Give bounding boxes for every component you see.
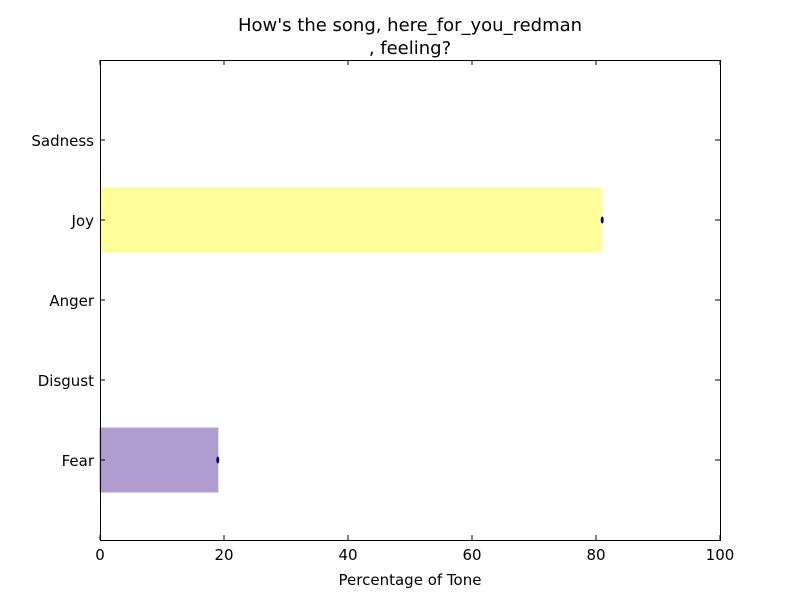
chart-title-line-1: How's the song, here_for_you_redman [238, 15, 582, 36]
x-tick-label: 100 [706, 546, 735, 564]
error-markers-group [216, 216, 604, 464]
y-tick-label-fear: Fear [62, 452, 95, 470]
x-tick-label: 20 [214, 546, 233, 564]
chart-title-line-2: , feeling? [369, 38, 451, 59]
y-tick-label-joy: Joy [71, 212, 95, 230]
x-tick-label: 80 [586, 546, 605, 564]
bar-fear [99, 427, 219, 493]
bars-group [99, 187, 603, 493]
error-marker-joy [600, 216, 604, 224]
x-ticks-group: 0 20 40 60 80 100 [95, 60, 734, 564]
x-tick-label: 60 [462, 546, 481, 564]
y-tick-label-anger: Anger [49, 292, 95, 310]
x-tick-label: 0 [95, 546, 105, 564]
y-ticks-group: Sadness Joy Anger Disgust Fear [31, 132, 720, 470]
bar-joy [99, 187, 603, 253]
x-axis-label: Percentage of Tone [339, 571, 482, 589]
x-tick-label: 40 [338, 546, 357, 564]
y-tick-label-disgust: Disgust [38, 372, 94, 390]
y-tick-label-sadness: Sadness [31, 132, 94, 150]
error-marker-fear [216, 456, 220, 464]
